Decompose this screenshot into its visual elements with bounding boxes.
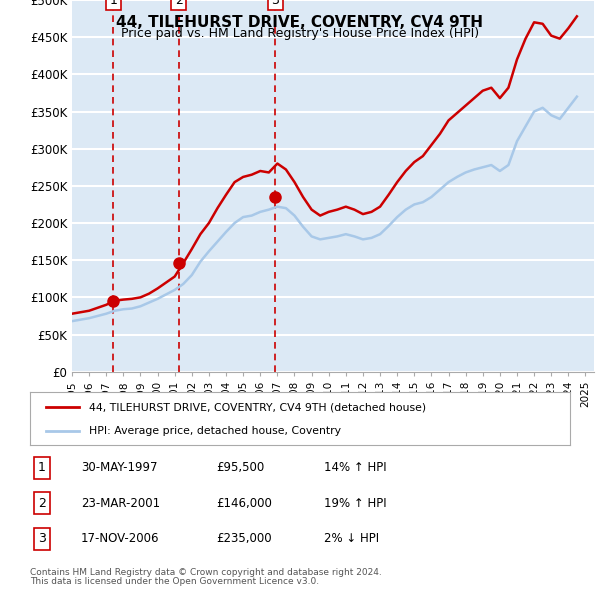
Text: 30-MAY-1997: 30-MAY-1997	[81, 461, 157, 474]
Text: This data is licensed under the Open Government Licence v3.0.: This data is licensed under the Open Gov…	[30, 577, 319, 586]
Text: 14% ↑ HPI: 14% ↑ HPI	[324, 461, 386, 474]
Text: 17-NOV-2006: 17-NOV-2006	[81, 532, 160, 545]
Text: 1: 1	[109, 0, 117, 6]
Text: 23-MAR-2001: 23-MAR-2001	[81, 497, 160, 510]
Text: £146,000: £146,000	[216, 497, 272, 510]
Text: 3: 3	[271, 0, 279, 6]
Text: 44, TILEHURST DRIVE, COVENTRY, CV4 9TH (detached house): 44, TILEHURST DRIVE, COVENTRY, CV4 9TH (…	[89, 402, 427, 412]
Text: Contains HM Land Registry data © Crown copyright and database right 2024.: Contains HM Land Registry data © Crown c…	[30, 568, 382, 577]
Text: Price paid vs. HM Land Registry's House Price Index (HPI): Price paid vs. HM Land Registry's House …	[121, 27, 479, 40]
Text: £95,500: £95,500	[216, 461, 264, 474]
Text: £235,000: £235,000	[216, 532, 272, 545]
Text: 44, TILEHURST DRIVE, COVENTRY, CV4 9TH: 44, TILEHURST DRIVE, COVENTRY, CV4 9TH	[116, 15, 484, 30]
Text: 2: 2	[38, 497, 46, 510]
Text: 19% ↑ HPI: 19% ↑ HPI	[324, 497, 386, 510]
Text: 2: 2	[175, 0, 182, 6]
Text: 2% ↓ HPI: 2% ↓ HPI	[324, 532, 379, 545]
Text: 1: 1	[38, 461, 46, 474]
Text: HPI: Average price, detached house, Coventry: HPI: Average price, detached house, Cove…	[89, 425, 341, 435]
Text: 3: 3	[38, 532, 46, 545]
